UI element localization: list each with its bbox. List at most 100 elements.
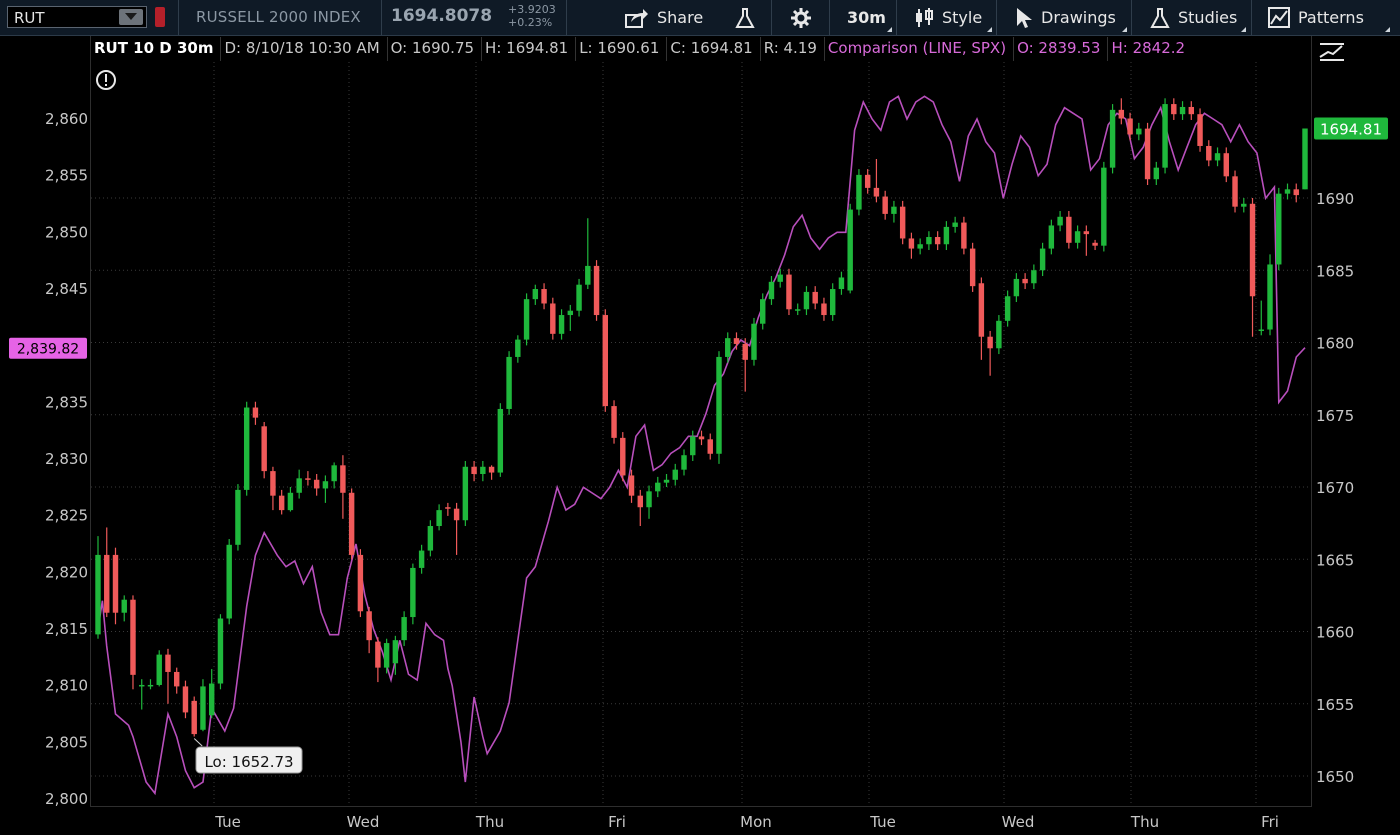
- candle-body: [121, 599, 127, 613]
- candle-body: [322, 481, 329, 489]
- bar-date: D: 8/10/18 10:30 AM: [221, 37, 388, 61]
- candle: [838, 271, 845, 295]
- candle-body: [716, 356, 722, 454]
- timeframe-button[interactable]: 30m: [847, 0, 886, 35]
- candle: [969, 242, 976, 292]
- candle-body: [681, 455, 687, 470]
- symbol-dropdown-button[interactable]: [119, 9, 143, 25]
- style-button[interactable]: Style: [914, 0, 982, 35]
- candle-body: [646, 491, 652, 508]
- x-axis-label: Wed: [1002, 813, 1035, 831]
- comparison-label[interactable]: Comparison (LINE, SPX): [825, 37, 1015, 61]
- candle: [208, 669, 215, 719]
- left-axis-tick: 2,800: [45, 790, 88, 808]
- dropdown-corner-icon: [1385, 27, 1390, 32]
- divider: [566, 0, 567, 35]
- candle: [672, 463, 678, 486]
- candle-body: [996, 320, 1002, 349]
- drawings-label: Drawings: [1041, 8, 1116, 27]
- candle: [130, 595, 136, 690]
- candle: [348, 488, 355, 560]
- candle: [620, 432, 626, 482]
- candle: [1118, 98, 1125, 125]
- candle-body: [751, 323, 757, 360]
- candle-body: [1179, 106, 1186, 115]
- candle-body: [174, 671, 180, 687]
- alert-icon[interactable]: [96, 70, 116, 94]
- candle-body: [1057, 216, 1063, 226]
- right-axis-tick: 1665: [1316, 551, 1354, 569]
- candle: [891, 200, 897, 223]
- alert-flag-icon[interactable]: [155, 7, 165, 27]
- candle-body: [558, 315, 565, 334]
- candle: [1302, 128, 1308, 190]
- candle-body: [401, 617, 407, 641]
- flask-icon: [1150, 7, 1170, 28]
- candle-body: [812, 291, 818, 304]
- candles: [95, 98, 1308, 737]
- chevron-down-icon: [125, 13, 137, 20]
- candle-body: [1101, 167, 1107, 246]
- candle-body: [515, 339, 521, 357]
- symbol-selector[interactable]: RUT: [7, 6, 147, 28]
- candle-body: [1136, 128, 1142, 135]
- dropdown-corner-icon: [987, 27, 992, 32]
- divider: [381, 0, 382, 35]
- settings-button[interactable]: [790, 0, 820, 35]
- candle-body: [611, 406, 617, 438]
- candle: [165, 648, 171, 704]
- candle-body: [1048, 225, 1055, 249]
- candle-body: [156, 654, 162, 685]
- candle-body: [139, 684, 145, 687]
- comparison-line: [97, 95, 1306, 796]
- dropdown-corner-icon: [1241, 27, 1246, 32]
- candle: [996, 315, 1002, 355]
- candle: [1013, 273, 1020, 303]
- symbol-input[interactable]: RUT: [14, 9, 45, 27]
- share-button[interactable]: Share: [625, 0, 703, 35]
- candle: [252, 401, 259, 425]
- candle-body: [497, 408, 504, 473]
- candle-body: [786, 274, 792, 310]
- candle: [322, 475, 329, 503]
- low-callout-box: [195, 746, 303, 774]
- candle-body: [471, 466, 477, 474]
- candle: [943, 221, 950, 251]
- candle: [191, 696, 197, 737]
- candle-body: [313, 479, 320, 489]
- candle: [690, 430, 696, 461]
- candle: [226, 539, 232, 625]
- right-axis-tick: 1655: [1316, 696, 1354, 714]
- candle-body: [252, 407, 259, 418]
- candle-body: [1092, 242, 1098, 246]
- candle-body: [829, 289, 836, 316]
- flask-button[interactable]: [735, 0, 763, 35]
- right-current-value: 1694.81: [1320, 120, 1382, 138]
- candle-body: [821, 303, 827, 316]
- patterns-icon: [1268, 6, 1290, 28]
- candle-body: [690, 436, 696, 456]
- candle: [401, 611, 407, 646]
- style-label: Style: [942, 8, 983, 27]
- candle-body: [453, 508, 460, 521]
- candle: [550, 297, 556, 340]
- right-axis-tick: 1650: [1316, 768, 1354, 786]
- candle-body: [1074, 231, 1081, 243]
- candle: [243, 401, 250, 496]
- candle: [952, 216, 958, 233]
- patterns-button[interactable]: Patterns: [1268, 0, 1364, 35]
- candle: [803, 286, 810, 316]
- gear-icon: [791, 7, 811, 28]
- candle: [1144, 122, 1151, 185]
- x-axis-label: Tue: [869, 813, 896, 831]
- studies-button[interactable]: Studies: [1150, 0, 1237, 35]
- candle: [1197, 108, 1203, 152]
- drawing-lines-icon[interactable]: [1318, 40, 1346, 68]
- flask-icon: [735, 7, 755, 28]
- candle-body: [873, 187, 880, 197]
- candle: [856, 169, 862, 216]
- candle-body: [1206, 145, 1212, 161]
- drawings-button[interactable]: Drawings: [1015, 0, 1116, 35]
- candle: [1232, 170, 1238, 213]
